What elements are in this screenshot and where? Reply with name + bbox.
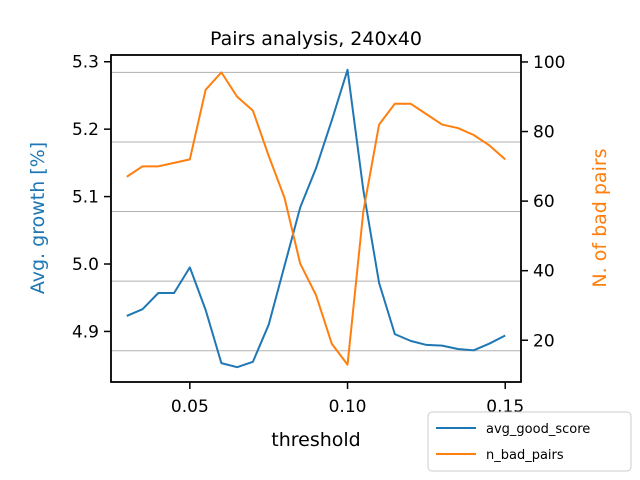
y-left-axis-label: Avg. growth [%] xyxy=(27,142,49,294)
series-line-n-bad-pairs xyxy=(126,71,506,366)
y-right-tick-label-0: 20 xyxy=(533,331,555,351)
x-tick-label-0: 0.05 xyxy=(171,397,209,417)
legend-box xyxy=(427,411,632,472)
y-right-tick-label-1: 40 xyxy=(533,262,555,282)
grid-lines xyxy=(111,71,521,352)
y-left-tick-label-2: 5.1 xyxy=(72,188,99,208)
legend-label-n-bad-pairs: n_bad_pairs xyxy=(486,448,564,463)
y-left-tick-label-1: 5.0 xyxy=(72,255,99,275)
y-right-axis-label: N. of bad pairs xyxy=(589,148,611,287)
y-right-axis-ticks: 20 40 60 80 100 xyxy=(521,53,565,351)
legend-label-avg-good-score: avg_good_score xyxy=(486,422,590,437)
y-right-tick-label-3: 80 xyxy=(533,123,555,143)
series-line-avg-good-score xyxy=(126,68,506,369)
y-right-tick-label-2: 60 xyxy=(533,192,555,212)
x-axis-label: threshold xyxy=(271,429,360,451)
series-lines xyxy=(126,68,506,369)
chart-title: Pairs analysis, 240x40 xyxy=(210,28,422,50)
y-left-tick-label-3: 5.2 xyxy=(72,120,99,140)
y-left-tick-label-0: 4.9 xyxy=(72,322,99,342)
x-tick-label-1: 0.10 xyxy=(329,397,367,417)
plot-frame xyxy=(110,54,522,383)
y-right-tick-label-4: 100 xyxy=(533,53,565,73)
legend: avg_good_score n_bad_pairs xyxy=(427,411,632,472)
y-left-tick-label-4: 5.3 xyxy=(72,53,99,73)
y-left-axis-ticks: 4.9 5.0 5.1 5.2 5.3 xyxy=(72,53,111,342)
